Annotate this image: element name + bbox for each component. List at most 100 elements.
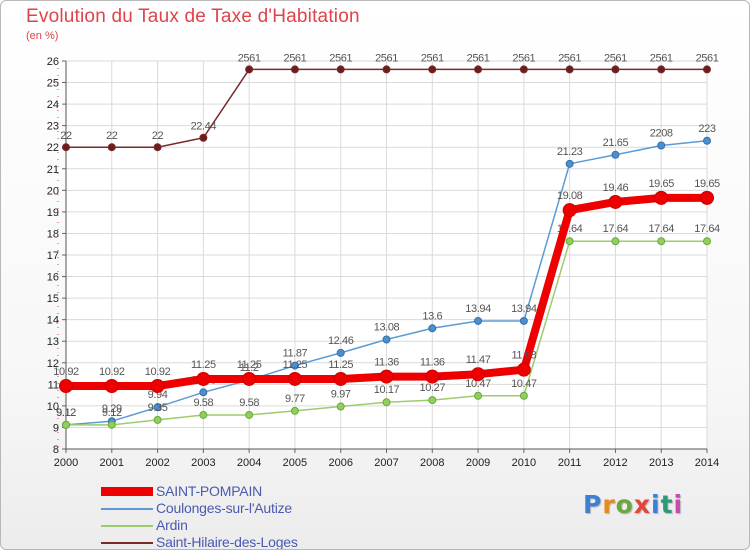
data-point-ardin [153,415,162,424]
data-label-coulonges-sur-l-autize: 13.94 [511,303,537,315]
data-point-ardin [474,391,483,400]
data-label-coulonges-sur-l-autize: 9.94 [148,389,168,401]
data-point-saint-pompain [333,371,348,386]
x-tick-label: 2008 [420,457,444,469]
y-tick-label: 21 [47,164,59,176]
logo-letter: i [673,490,684,519]
data-label-ardin: 17.64 [648,223,674,235]
data-label-saint-hilaire-des-loges: 2561 [558,52,581,64]
logo-letter: o [615,490,634,519]
data-point-ardin [703,237,711,246]
data-point-ardin [657,237,666,246]
y-tick-label: 22 [47,142,59,154]
data-point-ardin [565,237,574,246]
x-tick-label: 2012 [603,457,627,469]
data-label-ardin: 9.77 [285,393,305,405]
data-label-ardin: 10.27 [420,382,446,394]
data-label-ardin: 17.64 [603,223,629,235]
data-label-ardin: 10.17 [374,384,400,396]
data-label-saint-hilaire-des-loges: 22 [106,130,118,142]
x-tick-label: 2013 [649,457,673,469]
data-label-saint-pompain: 19.46 [603,182,629,194]
data-point-saint-hilaire-des-loges [199,133,208,142]
data-label-coulonges-sur-l-autize: 11.2 [240,362,259,374]
y-tick-label: 17 [47,250,59,262]
data-label-saint-hilaire-des-loges: 2561 [696,52,719,64]
data-label-saint-pompain: 19.65 [694,178,720,190]
data-point-saint-hilaire-des-loges [565,65,574,74]
data-label-ardin: 10.47 [465,378,491,390]
data-label-saint-pompain: 11.25 [191,359,216,371]
data-label-coulonges-sur-l-autize: 21.23 [557,146,583,158]
data-label-ardin: 9.58 [193,397,213,409]
proxiti-logo: Proxiti [583,490,683,519]
data-point-saint-hilaire-des-loges [428,65,437,74]
data-label-saint-pompain: 19.65 [648,178,674,190]
data-point-coulonges-sur-l-autize [519,316,528,325]
data-label-saint-pompain: 11.25 [328,359,353,371]
data-label-saint-pompain: 19.08 [557,190,583,202]
y-tick-label: 19 [47,207,59,219]
data-label-ardin: 9.35 [148,402,168,414]
data-label-ardin: 9.12 [102,407,122,419]
data-label-saint-hilaire-des-loges: 2561 [283,52,306,64]
x-tick-label: 2005 [283,457,307,469]
x-tick-label: 2002 [145,457,169,469]
data-point-saint-hilaire-des-loges [657,65,666,74]
data-label-coulonges-sur-l-autize: 13.94 [465,303,491,315]
y-tick-label: 8 [53,444,59,456]
y-tick-label: 12 [47,358,59,370]
data-label-saint-hilaire-des-loges: 22.44 [191,121,217,133]
data-point-coulonges-sur-l-autize [565,159,574,168]
y-tick-label: 13 [47,336,59,348]
data-label-saint-hilaire-des-loges: 2561 [604,52,627,64]
data-point-ardin [62,420,70,429]
y-tick-label: 20 [47,185,59,197]
data-point-saint-pompain [150,379,165,394]
data-point-saint-hilaire-des-loges [519,65,528,74]
x-tick-label: 2004 [237,457,261,469]
data-label-coulonges-sur-l-autize: 9.12 [56,407,76,419]
data-point-coulonges-sur-l-autize [153,403,162,412]
data-point-saint-pompain [700,190,714,205]
data-label-coulonges-sur-l-autize: 12.46 [328,335,354,347]
data-point-coulonges-sur-l-autize [611,150,620,159]
data-point-saint-pompain [608,194,623,209]
x-tick-label: 2006 [328,457,352,469]
data-label-ardin: 10.47 [511,378,537,390]
logo-letter: r [602,490,616,519]
legend-swatch-saint-pompain [101,487,153,496]
data-point-saint-hilaire-des-loges [153,143,162,152]
data-label-saint-pompain: 11.36 [420,357,445,369]
y-tick-label: 9 [53,422,59,434]
data-point-coulonges-sur-l-autize [703,136,711,145]
data-point-ardin [245,410,254,419]
y-tick-label: 24 [47,99,59,111]
legend-swatch-saint-hilaire [101,542,153,544]
data-point-ardin [382,398,391,407]
y-tick-label: 11 [48,379,59,391]
data-label-ardin: 9.58 [239,397,259,409]
data-point-coulonges-sur-l-autize [336,348,345,357]
y-tick-label: 16 [47,272,59,284]
data-label-saint-pompain: 11.25 [283,359,308,371]
data-label-saint-pompain: 11.25 [237,359,262,371]
data-label-saint-pompain: 10.92 [99,366,125,378]
data-point-saint-pompain [59,379,73,394]
data-point-coulonges-sur-l-autize [474,316,483,325]
y-tick-label: 26 [47,56,59,68]
data-point-ardin [336,402,345,411]
data-label-coulonges-sur-l-autize: 11.87 [283,348,308,360]
data-point-saint-hilaire-des-loges [290,65,299,74]
data-label-coulonges-sur-l-autize: 2208 [650,127,673,139]
data-point-saint-hilaire-des-loges [245,65,254,74]
data-point-ardin [519,391,528,400]
data-label-saint-pompain: 11.36 [374,357,399,369]
data-point-saint-pompain [654,190,669,205]
data-point-coulonges-sur-l-autize [428,324,437,333]
data-label-saint-hilaire-des-loges: 2561 [238,52,261,64]
y-tick-label: 10 [47,401,59,413]
logo-letter: t [660,490,674,519]
data-point-saint-pompain [471,367,486,382]
x-tick-label: 2009 [466,457,490,469]
